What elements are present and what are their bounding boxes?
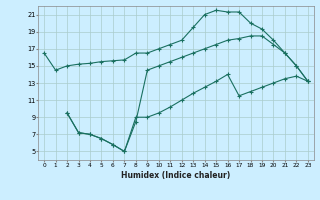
X-axis label: Humidex (Indice chaleur): Humidex (Indice chaleur) <box>121 171 231 180</box>
